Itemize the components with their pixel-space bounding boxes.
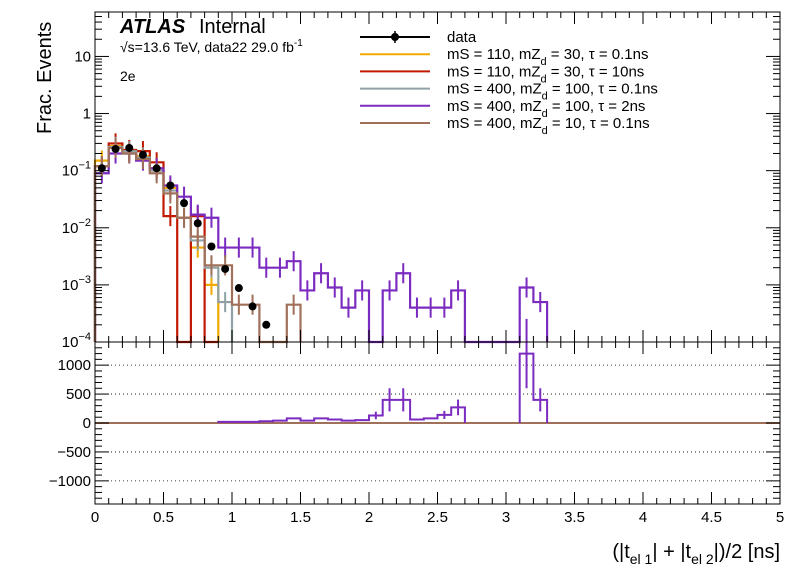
legend-marker (391, 33, 399, 41)
ratio-x-tick-label: 3 (502, 509, 510, 526)
legend-entry: mS = 400, mZd = 10, τ = 0.1ns (360, 115, 650, 137)
ratio-x-tick-label: 0 (91, 509, 99, 526)
experiment-status: Internal (199, 16, 266, 38)
ratio-series-1 (518, 318, 549, 423)
legend-entry: mS = 110, mZd = 30, τ = 0.1ns (360, 46, 648, 68)
data-point (262, 320, 271, 329)
ratio-x-tick-label: 2.5 (427, 509, 448, 526)
main-y-tick-label: 10−1 (62, 160, 91, 180)
legend-entry: mS = 400, mZd = 100, τ = 2ns (360, 98, 645, 120)
data-point (193, 219, 202, 228)
x-axis-title: (|tel 1| + |tel 2|)/2 [ns] (612, 541, 780, 567)
channel-label: 2e (120, 68, 136, 84)
ratio-x-tick-label: 4 (639, 509, 647, 526)
legend-label: mS = 110, mZd = 30, τ = 0.1ns (447, 46, 648, 68)
data-point (248, 302, 257, 311)
ratio-y-tick-label: −500 (57, 444, 91, 461)
ratio-grid (95, 364, 780, 482)
data-point (138, 150, 147, 159)
legend-label: mS = 400, mZd = 100, τ = 0.1ns (447, 81, 658, 103)
main-y-tick-label: 10 (74, 48, 91, 65)
data-point (221, 264, 230, 273)
ratio-y-tick-label: 1000 (58, 357, 91, 374)
ratio-series-line (217, 398, 466, 423)
data-point (234, 284, 243, 293)
legend-label: mS = 400, mZd = 10, τ = 0.1ns (447, 115, 650, 137)
legend-label: data (447, 29, 477, 46)
ratio-x-tick-label: 4.5 (701, 509, 722, 526)
legend-entry: mS = 110, mZd = 30, τ = 10ns (360, 63, 644, 85)
y-axis-title: Frac. Events (34, 22, 56, 134)
ratio-x-tick-label: 1 (228, 509, 236, 526)
ratio-y-ticks: 1000 500 0 −500 −1000 (49, 341, 780, 505)
legend-label: mS = 400, mZd = 100, τ = 2ns (447, 98, 645, 120)
ratio-x-tick-label: 1.5 (290, 509, 311, 526)
main-y-tick-label: 10−4 (62, 331, 91, 351)
experiment-label: ATLAS (119, 16, 186, 38)
ratio-series-group (217, 318, 549, 423)
data-point (207, 242, 216, 251)
legend-entry: data (360, 29, 477, 46)
ratio-x-tick-label: 3.5 (564, 509, 585, 526)
main-x-ticks (94, 12, 781, 342)
data-point (125, 143, 134, 152)
ratio-y-tick-label: 0 (83, 415, 91, 432)
main-y-tick-label: 1 (83, 106, 91, 123)
energy-label: √s=13.6 TeV, data22 29.0 fb-1 (120, 38, 303, 55)
legend-entry: mS = 400, mZd = 100, τ = 0.1ns (360, 81, 658, 103)
data-point (111, 144, 120, 153)
ratio-x-ticks: 0 0.5 1 1.5 2 2.5 3 3.5 4 4.5 5 (91, 342, 784, 526)
data-point (180, 199, 189, 208)
main-y-tick-label: 10−3 (62, 274, 91, 294)
ratio-y-tick-label: 500 (66, 386, 91, 403)
data-point (166, 181, 175, 190)
ratio-x-tick-label: 0.5 (153, 509, 174, 526)
main-y-ticks: 10−4 10−3 10−2 10−1 1 10 (62, 11, 780, 351)
legend-label: mS = 110, mZd = 30, τ = 10ns (447, 63, 644, 85)
data-point (152, 164, 161, 173)
ratio-x-tick-label: 2 (365, 509, 373, 526)
ratio-y-tick-label: −1000 (49, 473, 91, 490)
ratio-series-0 (217, 388, 466, 423)
main-y-tick-label: 10−2 (62, 217, 91, 237)
ratio-series-line (518, 352, 549, 423)
main-panel: 10−4 10−3 10−2 10−1 1 10 Frac. Events ATLAS I… (34, 11, 781, 351)
ratio-x-tick-label: 5 (776, 509, 784, 526)
